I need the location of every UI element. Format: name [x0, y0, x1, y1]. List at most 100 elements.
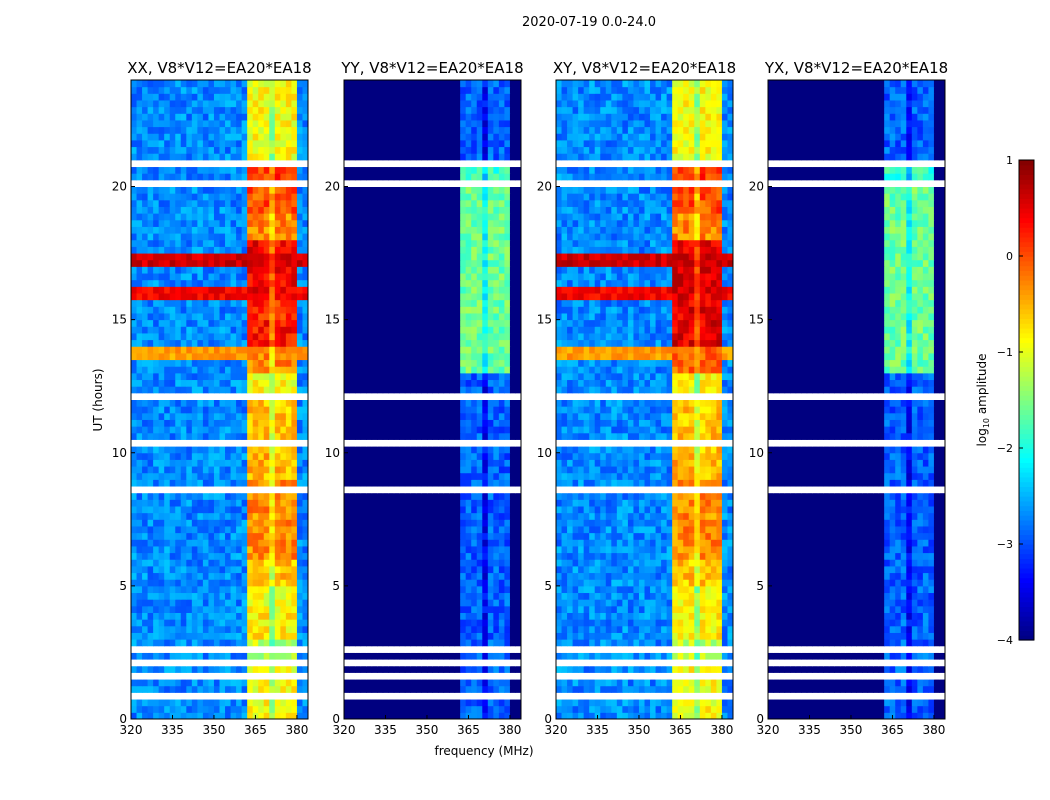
heatmap-cell: [219, 259, 226, 267]
heatmap-cell: [142, 366, 149, 374]
heatmap-cell: [252, 579, 259, 587]
heatmap-cell: [487, 472, 494, 480]
heatmap-cell: [180, 579, 187, 587]
heatmap-cell: [247, 159, 254, 168]
heatmap-cell: [219, 525, 226, 534]
heatmap-cell: [291, 372, 298, 381]
heatmap-cell: [213, 352, 220, 361]
heatmap-cell: [382, 545, 389, 554]
heatmap-cell: [482, 392, 489, 400]
heatmap-cell: [296, 306, 303, 314]
heatmap-cell: [213, 432, 220, 440]
heatmap-cell: [158, 659, 165, 667]
heatmap-cell: [213, 599, 220, 607]
heatmap-cell: [269, 106, 276, 114]
heatmap-cell: [180, 306, 187, 314]
heatmap-cell: [515, 392, 522, 400]
heatmap-cell: [426, 332, 433, 341]
heatmap-cell: [377, 372, 384, 381]
heatmap-cell: [377, 472, 384, 480]
heatmap-cell: [291, 113, 298, 121]
heatmap-cell: [509, 346, 516, 354]
heatmap-cell: [263, 599, 270, 607]
heatmap-cell: [158, 492, 165, 500]
heatmap-cell: [399, 612, 406, 620]
heatmap-cell: [349, 332, 356, 341]
heatmap-cell: [225, 166, 232, 174]
heatmap-cell: [280, 219, 287, 227]
heatmap-cell: [191, 685, 198, 693]
heatmap-cell: [415, 426, 422, 434]
heatmap-cell: [202, 685, 209, 693]
heatmap-cell: [388, 439, 395, 447]
heatmap-cell: [415, 366, 422, 374]
heatmap-cell: [274, 226, 281, 234]
heatmap-cell: [219, 99, 226, 108]
heatmap-cell: [449, 672, 456, 680]
heatmap-cell: [180, 179, 187, 187]
heatmap-cell: [504, 406, 511, 414]
heatmap-cell: [142, 466, 149, 474]
heatmap-cell: [230, 206, 237, 214]
heatmap-cell: [274, 432, 281, 440]
heatmap-cell: [302, 466, 309, 474]
heatmap-cell: [258, 126, 265, 134]
heatmap-cell: [410, 665, 417, 673]
heatmap-cell: [399, 392, 406, 400]
heatmap-cell: [460, 525, 467, 534]
heatmap-cell: [415, 565, 422, 574]
heatmap-cell: [498, 585, 505, 594]
heatmap-cell: [219, 532, 226, 540]
heatmap-cell: [471, 392, 478, 400]
heatmap-cell: [438, 392, 445, 400]
heatmap-cell: [432, 379, 439, 387]
heatmap-cell: [280, 399, 287, 407]
heatmap-cell: [493, 592, 500, 600]
heatmap-cell: [131, 86, 138, 94]
heatmap-cell: [426, 639, 433, 647]
heatmap-cell: [454, 659, 461, 667]
heatmap-cell: [213, 579, 220, 587]
heatmap-cell: [263, 299, 270, 307]
heatmap-cell: [131, 386, 138, 394]
heatmap-cell: [180, 133, 187, 141]
heatmap-cell: [175, 159, 182, 168]
heatmap-cell: [241, 206, 248, 214]
heatmap-cell: [296, 639, 303, 647]
heatmap-cell: [285, 246, 292, 254]
heatmap-cell: [258, 459, 265, 467]
heatmap-cell: [399, 506, 406, 514]
heatmap-cell: [377, 486, 384, 494]
heatmap-cell: [175, 206, 182, 214]
heatmap-cell: [202, 219, 209, 227]
heatmap-cell: [426, 426, 433, 434]
heatmap-cell: [388, 506, 395, 514]
heatmap-cell: [241, 226, 248, 234]
heatmap-cell: [158, 80, 165, 88]
heatmap-cell: [186, 419, 193, 427]
heatmap-cell: [236, 452, 243, 460]
heatmap-cell: [230, 525, 237, 534]
heatmap-cell: [482, 512, 489, 520]
heatmap-cell: [509, 592, 516, 600]
heatmap-cell: [197, 399, 204, 407]
heatmap-cell: [296, 186, 303, 194]
heatmap-cell: [175, 93, 182, 101]
heatmap-cell: [382, 705, 389, 713]
heatmap-cell: [421, 479, 428, 487]
heatmap-cell: [366, 506, 373, 514]
heatmap-cell: [274, 712, 281, 720]
heatmap-cell: [175, 472, 182, 480]
heatmap-cell: [202, 499, 209, 507]
heatmap-cell: [263, 312, 270, 321]
heatmap-cell: [388, 652, 395, 660]
heatmap-cell: [153, 599, 160, 607]
heatmap-cell: [236, 579, 243, 587]
heatmap-cell: [169, 519, 176, 527]
heatmap-cell: [443, 592, 450, 600]
heatmap-cell: [421, 585, 428, 594]
heatmap-cell: [142, 452, 149, 460]
heatmap-cell: [136, 565, 143, 574]
heatmap-cell: [487, 519, 494, 527]
heatmap-cell: [142, 339, 149, 347]
